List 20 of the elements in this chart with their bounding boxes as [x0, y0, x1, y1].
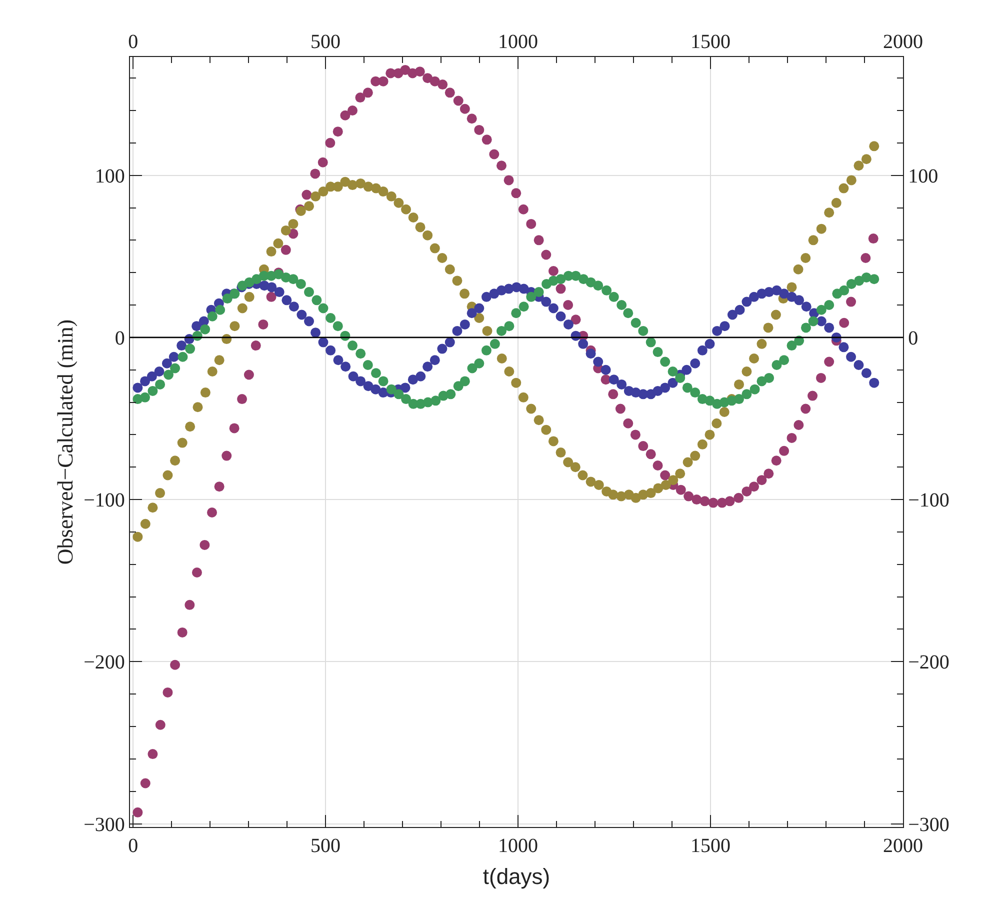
y-axis-title: Observed−Calculated (min) [52, 319, 78, 565]
y2-tick-label: 0 [908, 327, 918, 350]
y-tick-label: 0 [114, 327, 125, 350]
x-tick-label: 2000 [883, 30, 923, 53]
y-tick-label: −300 [84, 814, 125, 836]
y2-tick-label: −300 [908, 814, 950, 836]
x2-tick-label: 1000 [498, 835, 538, 858]
y-tick-label: −200 [84, 652, 125, 674]
x-axis-title: t(days) [482, 864, 550, 889]
y-tick-label: 100 [94, 165, 125, 188]
x2-tick-label: 500 [310, 835, 341, 858]
y2-tick-label: −200 [908, 652, 950, 674]
x-tick-label: 1500 [690, 30, 731, 53]
y-tick-label: −100 [84, 490, 125, 512]
x-tick-label: 1000 [498, 30, 538, 53]
y2-tick-label: 100 [908, 165, 938, 188]
x-tick-label: 500 [310, 30, 341, 53]
x2-tick-label: 1500 [690, 835, 731, 858]
y2-tick-label: −100 [908, 490, 950, 512]
x2-tick-label: 2000 [883, 835, 923, 858]
